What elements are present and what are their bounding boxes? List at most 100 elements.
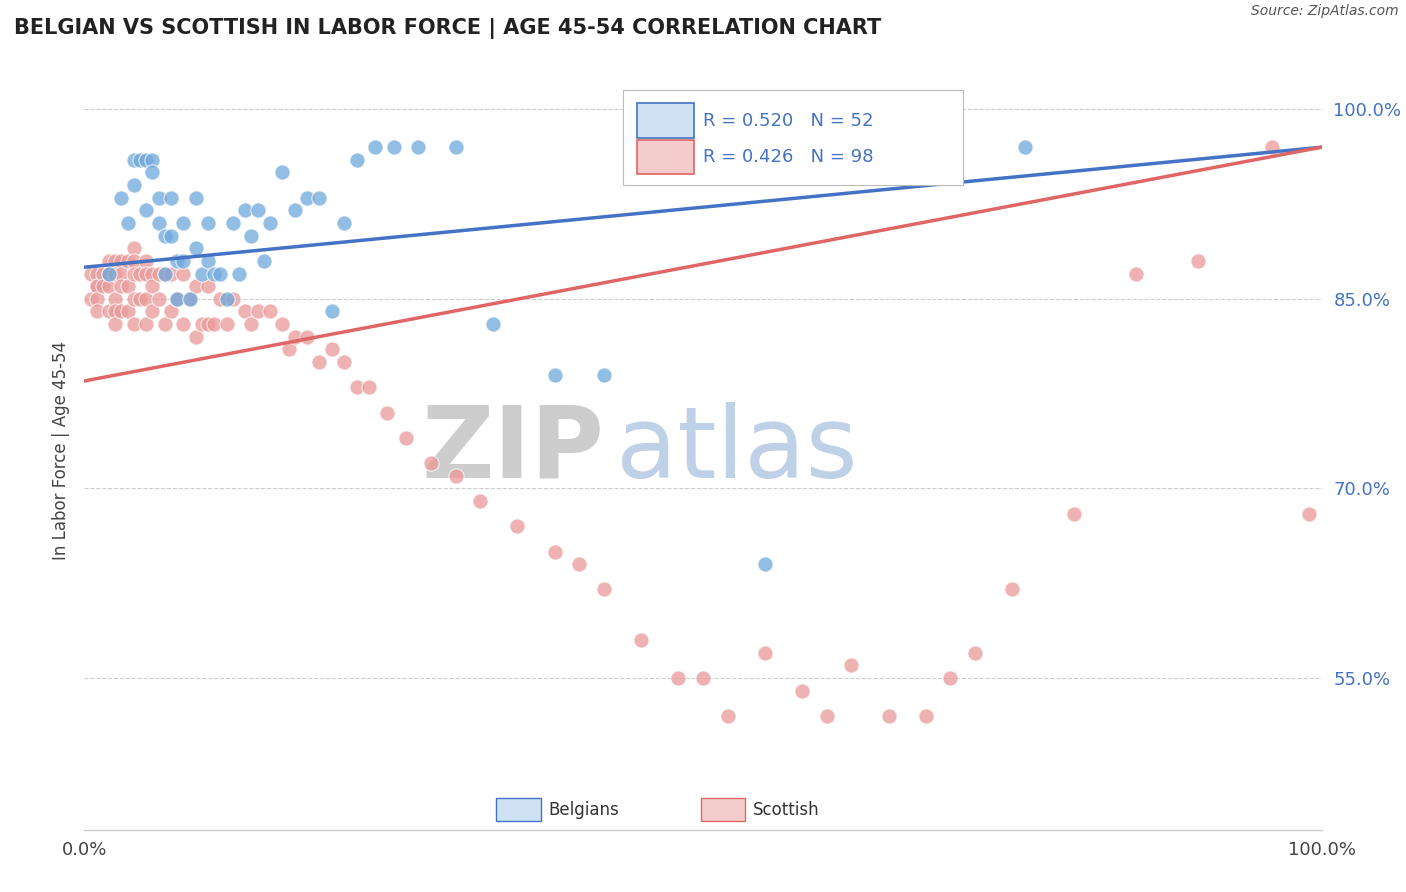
Point — [1298, 507, 1320, 521]
Point — [184, 241, 207, 255]
Point — [179, 292, 201, 306]
Text: R = 0.426   N = 98: R = 0.426 N = 98 — [703, 148, 873, 166]
Point — [364, 140, 387, 154]
Point — [233, 203, 256, 218]
Point — [141, 304, 163, 318]
Point — [333, 355, 356, 369]
Point — [215, 292, 238, 306]
Point — [122, 241, 145, 255]
Point — [506, 519, 529, 533]
Point — [692, 671, 714, 685]
Point — [346, 153, 368, 167]
Point — [135, 292, 157, 306]
Point — [110, 304, 132, 318]
Point — [166, 292, 188, 306]
Point — [141, 165, 163, 179]
Point — [117, 216, 139, 230]
Point — [240, 228, 263, 243]
Point — [172, 267, 194, 281]
Point — [284, 330, 307, 344]
Point — [129, 153, 152, 167]
Point — [135, 267, 157, 281]
Text: atlas: atlas — [616, 402, 858, 499]
Point — [172, 317, 194, 331]
Point — [914, 708, 936, 723]
Point — [259, 304, 281, 318]
Point — [233, 304, 256, 318]
Point — [346, 380, 368, 394]
Point — [271, 165, 294, 179]
Point — [148, 191, 170, 205]
Point — [135, 254, 157, 268]
Point — [295, 330, 318, 344]
Point — [357, 380, 380, 394]
Point — [153, 267, 176, 281]
Point — [91, 267, 114, 281]
Point — [184, 330, 207, 344]
Point — [160, 267, 183, 281]
Point — [202, 267, 225, 281]
Point — [271, 317, 294, 331]
FancyBboxPatch shape — [637, 139, 695, 175]
Point — [179, 292, 201, 306]
Point — [202, 317, 225, 331]
Point — [98, 254, 121, 268]
Point — [166, 254, 188, 268]
Point — [86, 279, 108, 293]
Point — [1125, 267, 1147, 281]
Point — [222, 292, 245, 306]
Point — [110, 279, 132, 293]
Point — [308, 191, 330, 205]
Point — [841, 658, 863, 673]
Point — [543, 368, 565, 382]
Point — [754, 557, 776, 571]
Y-axis label: In Labor Force | Age 45-54: In Labor Force | Age 45-54 — [52, 341, 70, 560]
Point — [91, 279, 114, 293]
Point — [877, 708, 900, 723]
Point — [333, 216, 356, 230]
Point — [246, 304, 269, 318]
Text: ZIP: ZIP — [422, 402, 605, 499]
Point — [148, 216, 170, 230]
Point — [197, 216, 219, 230]
Point — [104, 304, 127, 318]
Point — [481, 317, 503, 331]
Point — [98, 279, 121, 293]
Text: Scottish: Scottish — [752, 801, 820, 819]
Point — [295, 191, 318, 205]
Point — [1261, 140, 1284, 154]
Point — [419, 456, 441, 470]
Point — [122, 153, 145, 167]
Point — [754, 646, 776, 660]
FancyBboxPatch shape — [496, 798, 541, 822]
Point — [470, 494, 492, 508]
Point — [259, 216, 281, 230]
Point — [382, 140, 405, 154]
Point — [408, 140, 430, 154]
Point — [790, 683, 813, 698]
Point — [222, 216, 245, 230]
Point — [1063, 507, 1085, 521]
Point — [197, 279, 219, 293]
Point — [1187, 254, 1209, 268]
Point — [166, 292, 188, 306]
Point — [86, 267, 108, 281]
Point — [593, 582, 616, 597]
Point — [129, 267, 152, 281]
Point — [377, 405, 399, 419]
Point — [104, 317, 127, 331]
Point — [98, 267, 121, 281]
Point — [141, 279, 163, 293]
Text: Belgians: Belgians — [548, 801, 619, 819]
FancyBboxPatch shape — [637, 103, 695, 138]
Point — [184, 279, 207, 293]
Point — [122, 292, 145, 306]
Point — [148, 292, 170, 306]
Point — [191, 317, 214, 331]
Point — [110, 267, 132, 281]
Point — [172, 216, 194, 230]
Point — [98, 304, 121, 318]
Point — [172, 254, 194, 268]
Point — [965, 646, 987, 660]
Point — [110, 191, 132, 205]
